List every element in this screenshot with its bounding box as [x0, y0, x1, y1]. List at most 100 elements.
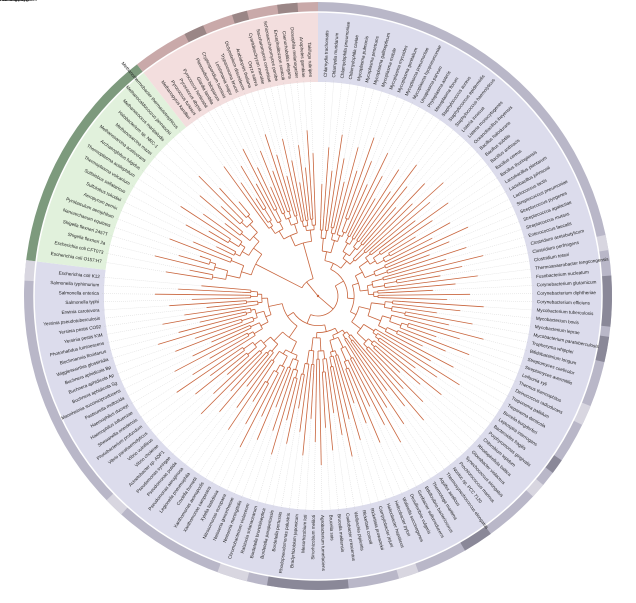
branch-segment: [255, 183, 272, 212]
branch-arc: [267, 219, 272, 223]
branch-segment: [407, 326, 413, 330]
branch-segment: [387, 347, 416, 369]
branch-segment: [389, 321, 402, 326]
branch-segment: [278, 206, 283, 214]
branch-segment: [349, 259, 355, 265]
branch-arc: [266, 351, 269, 355]
leaf-guide: [103, 307, 207, 319]
branch-segment: [276, 154, 293, 207]
branch-segment: [328, 134, 343, 227]
branch-segment: [282, 198, 288, 212]
branch-segment: [386, 267, 393, 271]
branch-segment: [214, 266, 228, 272]
branch-segment: [287, 367, 292, 377]
branch-segment: [392, 303, 401, 305]
branch-segment: [226, 364, 240, 375]
branch-segment: [385, 293, 470, 296]
leaf-guide: [297, 455, 303, 512]
leaf-guide: [387, 101, 413, 154]
leaf-guide: [415, 163, 489, 221]
branch-segment: [310, 372, 315, 419]
leaf-guide: [283, 82, 300, 183]
branch-segment: [295, 355, 298, 360]
leaf-guide: [430, 360, 506, 404]
branch-segment: [362, 239, 369, 246]
branch-segment: [406, 266, 463, 279]
branch-segment: [213, 357, 253, 394]
branch-segment: [371, 278, 384, 283]
leaf-label: Clostridium tetani: [534, 252, 570, 263]
branch-segment: [412, 328, 437, 338]
branch-segment: [367, 207, 397, 240]
branch-segment: [333, 219, 336, 229]
branch-segment: [325, 170, 333, 226]
branch-segment: [357, 346, 405, 407]
branch-segment: [311, 219, 313, 226]
leaf-guide: [280, 408, 299, 509]
branch-arc: [233, 251, 237, 256]
branch-segment: [207, 268, 214, 271]
branch-segment: [348, 367, 354, 380]
branch-arc: [270, 349, 274, 353]
branch-segment: [382, 273, 397, 278]
branch-segment: [286, 389, 295, 421]
leaf-label: Wolbachia pipientis: [353, 511, 365, 551]
branch-segment: [280, 367, 285, 375]
branch-arc: [342, 231, 346, 234]
leaf-guide: [419, 384, 482, 438]
branch-segment: [321, 372, 324, 382]
leaf-label: Caenorhabditis elegans: [282, 31, 293, 80]
branch-segment: [399, 327, 407, 331]
branch-segment: [158, 321, 233, 345]
leaf-guide: [113, 338, 196, 367]
leaf-guide: [403, 388, 465, 456]
branch-segment: [242, 251, 249, 256]
branch-segment: [285, 197, 291, 211]
branch-segment: [241, 288, 251, 291]
branch-segment: [295, 360, 299, 370]
branch-segment: [409, 335, 446, 352]
branch-segment: [356, 230, 364, 241]
branch-segment: [238, 355, 250, 365]
leaf-guide: [424, 139, 467, 184]
leaf-guide: [257, 88, 277, 155]
branch-segment: [238, 201, 245, 209]
branch-segment: [255, 263, 303, 289]
branch-segment: [385, 283, 456, 291]
branch-segment: [224, 250, 235, 256]
branch-segment: [392, 254, 430, 269]
branch-segment: [368, 346, 374, 353]
leaf-guide: [460, 310, 533, 319]
branch-segment: [350, 340, 357, 349]
branch-segment: [345, 220, 352, 234]
branch-segment: [208, 230, 220, 238]
branch-segment: [377, 333, 382, 337]
leaf-guide: [290, 81, 299, 146]
branch-segment: [363, 324, 375, 332]
branch-segment: [373, 285, 385, 288]
branch-segment: [206, 303, 243, 308]
branch-arc: [370, 340, 375, 345]
branch-segment: [332, 335, 335, 340]
leaf-guide: [436, 312, 532, 327]
branch-arc: [263, 311, 269, 323]
branch-segment: [342, 253, 347, 259]
branch-segment: [325, 230, 327, 239]
branch-segment: [219, 237, 229, 243]
branch-segment: [230, 358, 261, 392]
leaf-guide: [348, 419, 372, 506]
branch-segment: [347, 137, 375, 211]
branch-segment: [389, 220, 433, 250]
branch-segment: [155, 293, 245, 296]
branch-segment: [269, 221, 273, 227]
leaf-label: Anopheles gambiae: [299, 37, 307, 78]
branch-segment: [327, 225, 329, 231]
branch-segment: [340, 260, 347, 269]
branch-segment: [336, 230, 339, 235]
branch-arc: [340, 346, 346, 349]
branch-segment: [203, 213, 234, 236]
leaf-guide: [134, 374, 193, 412]
branch-segment: [257, 167, 276, 205]
branch-segment: [165, 271, 205, 279]
branch-segment: [356, 332, 367, 342]
